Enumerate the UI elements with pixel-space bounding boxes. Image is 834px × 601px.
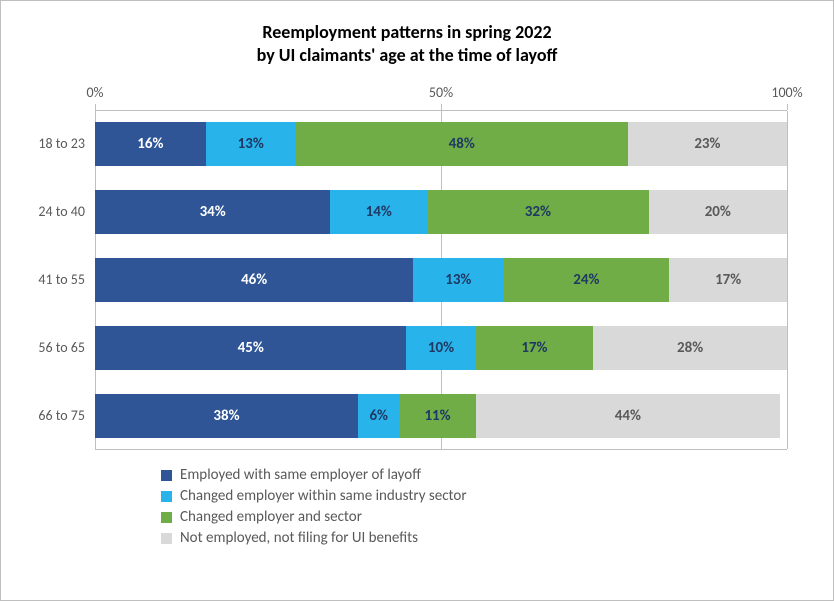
legend-label: Changed employer and sector [180,508,362,526]
bar-segment: 34% [95,190,330,234]
legend-item: Not employed, not filing for UI benefits [161,529,793,547]
x-tick-label: 0% [86,84,103,101]
y-axis-label: 41 to 55 [21,258,85,302]
legend-label: Employed with same employer of layoff [180,466,421,484]
legend-swatch [161,491,172,502]
x-tick-label: 100% [771,84,802,101]
bar-segment: 16% [95,122,206,166]
chart-title: Reemployment patterns in spring 2022by U… [21,21,793,66]
bar-row: 66 to 7538%6%11%44% [95,394,787,438]
legend-label: Not employed, not filing for UI benefits [180,529,418,547]
stacked-bar: 16%13%48%23% [95,122,787,166]
bar-segment: 14% [330,190,427,234]
x-axis: 0%50%100% [95,84,787,110]
bar-row: 24 to 4034%14%32%20% [95,190,787,234]
chart-container: Reemployment patterns in spring 2022by U… [0,0,834,601]
stacked-bar: 45%10%17%28% [95,326,787,370]
bar-row: 56 to 6545%10%17%28% [95,326,787,370]
y-axis-label: 18 to 23 [21,122,85,166]
y-axis-label: 66 to 75 [21,394,85,438]
bar-segment: 13% [413,258,503,302]
bar-segment: 17% [669,258,787,302]
legend-swatch [161,512,172,523]
stacked-bar: 34%14%32%20% [95,190,787,234]
bar-rows: 18 to 2316%13%48%23% 24 to 4034%14%32%20%… [95,110,787,450]
bar-segment: 44% [476,394,780,438]
stacked-bar: 46%13%24%17% [95,258,787,302]
bar-segment: 13% [206,122,296,166]
bar-segment: 11% [399,394,475,438]
bar-segment: 45% [95,326,406,370]
bar-segment: 20% [649,190,787,234]
chart-title-line1: Reemployment patterns in spring 2022 [21,21,793,44]
plot-area: 18 to 2316%13%48%23% 24 to 4034%14%32%20%… [95,110,787,450]
bar-segment: 32% [427,190,648,234]
bar-segment: 28% [593,326,787,370]
bar-row: 18 to 2316%13%48%23% [95,122,787,166]
legend-item: Changed employer within same industry se… [161,487,793,505]
gridline-vertical [787,111,788,449]
bar-row: 41 to 5546%13%24%17% [95,258,787,302]
x-tick-mark [787,104,788,110]
chart-title-line2: by UI claimants' age at the time of layo… [21,44,793,67]
legend-item: Changed employer and sector [161,508,793,526]
bar-segment: 23% [628,122,787,166]
bar-segment: 17% [476,326,594,370]
bar-segment: 48% [296,122,628,166]
legend-swatch [161,533,172,544]
legend-item: Employed with same employer of layoff [161,466,793,484]
y-axis-label: 56 to 65 [21,326,85,370]
x-tick-label: 50% [429,84,453,101]
bar-segment: 6% [358,394,400,438]
bar-segment: 24% [503,258,669,302]
stacked-bar: 38%6%11%44% [95,394,787,438]
legend-swatch [161,470,172,481]
bar-segment: 46% [95,258,413,302]
bar-segment: 10% [406,326,475,370]
y-axis-label: 24 to 40 [21,190,85,234]
legend-label: Changed employer within same industry se… [180,487,467,505]
bar-segment: 38% [95,394,358,438]
legend: Employed with same employer of layoff Cha… [161,466,793,547]
